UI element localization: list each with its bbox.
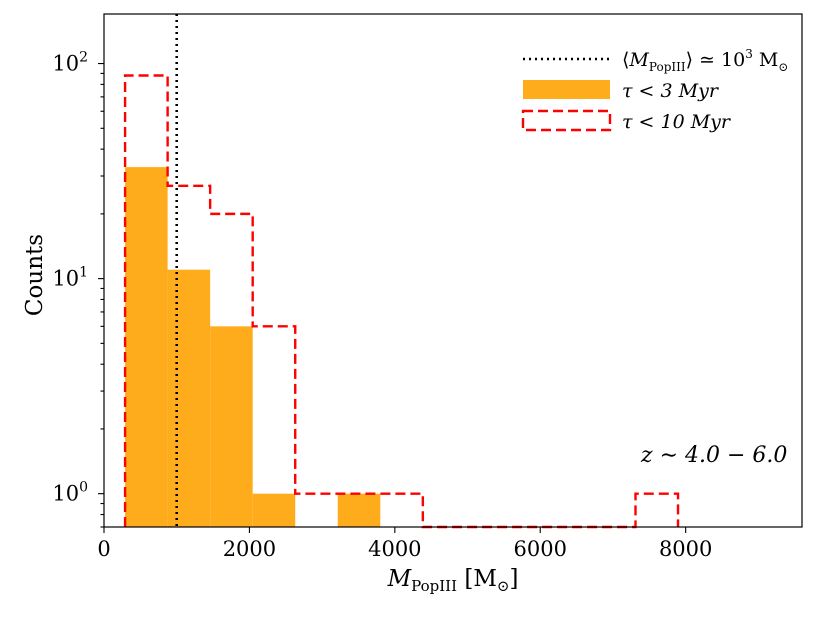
x-axis-ticks: 0 2000 4000 6000 8000 xyxy=(97,527,712,561)
legend-label-mean-mass: ⟨MPopIII⟩ ≃ 103 M⊙ xyxy=(622,47,788,74)
dashed-step-layer xyxy=(123,74,680,529)
legend-label-10myr: τ < 10 Myr xyxy=(622,111,732,133)
x-tick-label: 6000 xyxy=(514,537,567,561)
bar xyxy=(167,269,211,527)
legend-swatch-dashed xyxy=(521,109,612,132)
step-outline xyxy=(123,74,680,529)
bar xyxy=(210,326,253,527)
bar xyxy=(252,493,296,527)
redshift-annotation: z ∼ 4.0 − 6.0 xyxy=(640,443,787,468)
bar xyxy=(125,167,168,527)
x-axis-title: MPopIII [M⊙] xyxy=(387,566,519,595)
y-tick-label: 101 xyxy=(52,265,88,291)
x-tick-label: 8000 xyxy=(659,537,712,561)
bar xyxy=(337,493,381,527)
y-tick-label: 102 xyxy=(52,50,88,76)
legend-swatch-filled xyxy=(523,80,610,99)
y-axis-ticks: 100 101 102 xyxy=(52,50,104,528)
y-tick-label: 100 xyxy=(52,480,88,506)
y-axis-title: Counts xyxy=(22,234,48,316)
plot-frame xyxy=(103,13,803,528)
x-tick-label: 4000 xyxy=(368,537,421,561)
legend: ⟨MPopIII⟩ ≃ 103 M⊙ τ < 3 Myr τ < 10 Myr xyxy=(521,47,788,133)
filled-bars-layer xyxy=(125,167,381,527)
legend-label-3myr: τ < 3 Myr xyxy=(622,80,720,102)
x-tick-label: 0 xyxy=(97,537,110,561)
x-tick-label: 2000 xyxy=(223,537,276,561)
